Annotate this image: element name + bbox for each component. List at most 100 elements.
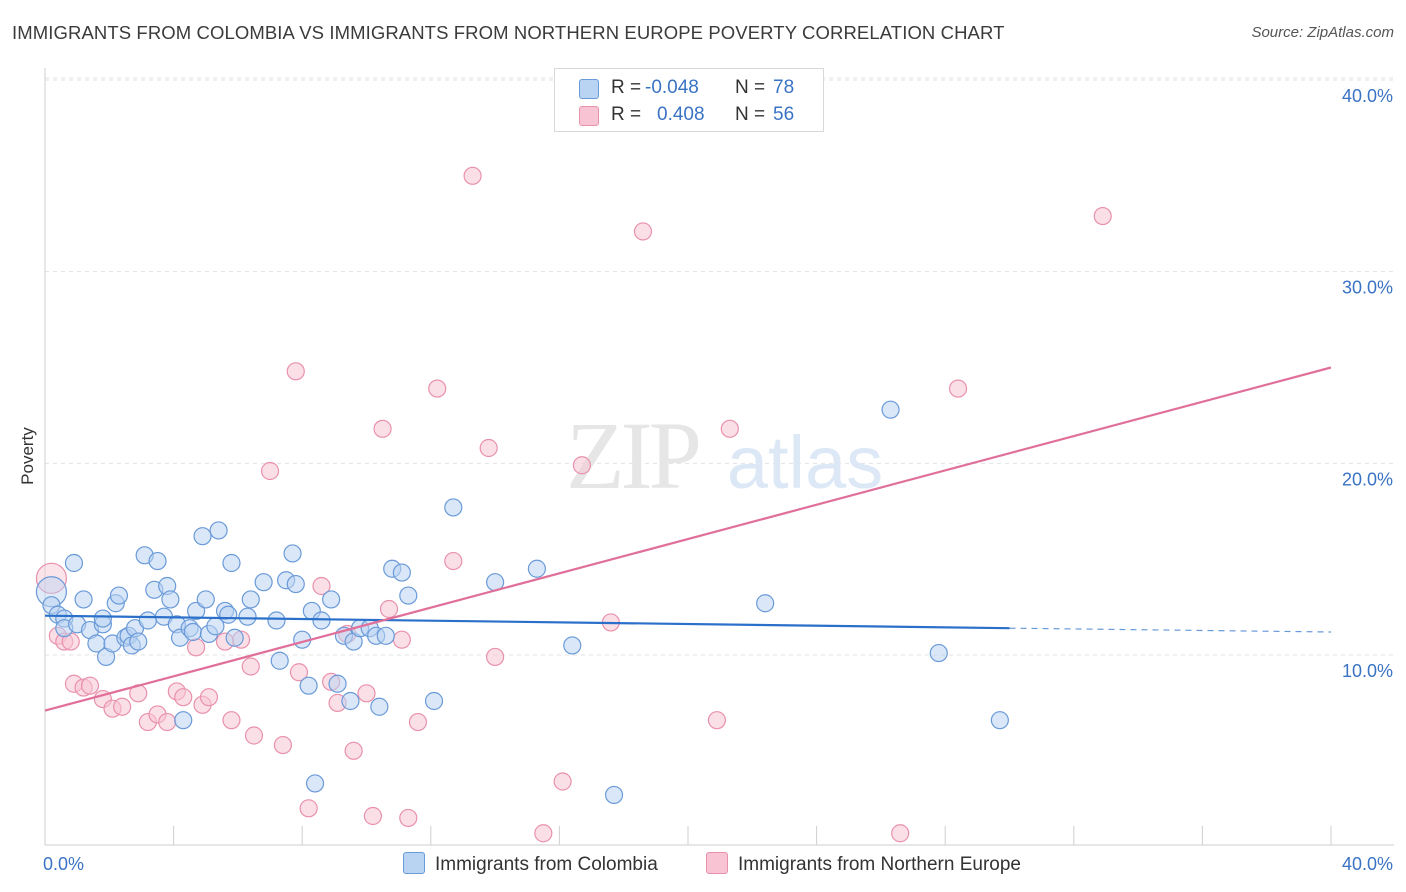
bottom-legend-northern-europe: Immigrants from Northern Europe — [706, 852, 1021, 876]
data-point — [196, 590, 215, 609]
data-point — [428, 379, 447, 398]
data-point — [267, 611, 286, 630]
data-point — [328, 674, 347, 693]
data-point — [572, 456, 592, 475]
data-point — [756, 594, 775, 613]
y-tick-label: 30.0% — [1342, 278, 1393, 298]
data-point — [891, 824, 910, 843]
data-point — [254, 573, 273, 592]
correlation-legend: R = -0.048 N = 78 R = 0.408 N = 56 — [554, 68, 824, 132]
data-point — [322, 590, 341, 609]
data-point — [289, 663, 309, 682]
data-point — [444, 498, 463, 517]
data-point — [563, 636, 582, 655]
data-point — [199, 688, 219, 707]
data-point — [527, 559, 546, 578]
legend-r-label: R = — [611, 77, 642, 98]
data-point — [238, 607, 257, 626]
data-point — [341, 691, 360, 711]
data-point — [305, 774, 325, 793]
data-point — [633, 222, 653, 241]
x-tick-labels: 0.0% 40.0% — [43, 854, 1393, 874]
data-point — [344, 741, 363, 760]
data-point — [187, 638, 206, 657]
y-tick-label: 40.0% — [1342, 86, 1393, 106]
data-point — [299, 676, 318, 695]
bottom-legend-swatch-northern-europe — [706, 852, 728, 874]
data-point — [183, 622, 202, 642]
data-point — [64, 553, 84, 573]
data-point — [424, 691, 444, 711]
legend-n-value: 78 — [773, 77, 795, 98]
legend-row-colombia: R = -0.048 N = 78 — [555, 75, 823, 101]
y-tick-labels: 10.0% 20.0% 30.0% 40.0% — [1342, 86, 1393, 681]
bottom-legend-label-colombia: Immigrants from Colombia — [435, 854, 658, 875]
data-point — [357, 684, 376, 703]
data-point — [138, 611, 157, 630]
data-point — [553, 772, 572, 791]
data-point — [241, 657, 260, 676]
data-point — [479, 438, 498, 458]
data-point — [392, 563, 411, 582]
data-point — [222, 553, 241, 573]
series-colombia-points — [35, 400, 1009, 805]
legend-r-value: -0.048 — [645, 77, 699, 98]
data-point — [241, 590, 260, 609]
data-point — [113, 697, 132, 716]
data-point — [604, 785, 624, 805]
data-point — [463, 166, 482, 185]
data-point — [376, 626, 395, 645]
data-point — [392, 630, 411, 649]
data-point — [408, 712, 428, 732]
axes — [44, 68, 1394, 846]
bottom-legend-colombia: Immigrants from Colombia — [403, 852, 658, 876]
data-point — [283, 544, 302, 563]
legend-r-value: 0.408 — [657, 104, 705, 125]
data-point — [444, 551, 463, 571]
data-point — [720, 419, 739, 438]
data-point — [270, 651, 289, 670]
data-point — [881, 400, 900, 419]
data-point — [299, 799, 318, 818]
data-point — [379, 599, 399, 619]
data-point — [109, 586, 129, 605]
x-tick-label-min: 0.0% — [43, 854, 84, 874]
y-tick-label: 10.0% — [1342, 661, 1393, 681]
data-point — [363, 806, 383, 826]
data-point — [534, 824, 553, 843]
y-axis-label: Poverty — [18, 427, 37, 485]
data-point — [219, 605, 238, 624]
legend-n-value: 56 — [773, 104, 795, 125]
data-point — [707, 711, 727, 730]
watermark: ZIP atlas — [566, 402, 883, 509]
data-point — [370, 697, 389, 716]
watermark-atlas: atlas — [727, 421, 883, 504]
legend-swatch-northern-europe — [579, 106, 599, 126]
trend-line-northern-europe — [44, 366, 1332, 712]
data-point — [244, 726, 264, 745]
data-point — [222, 711, 241, 730]
data-point — [174, 688, 193, 707]
trend-line-colombia-extension — [1009, 627, 1332, 633]
data-point — [193, 527, 212, 546]
trend-line-colombia — [44, 614, 1010, 630]
data-point — [209, 521, 228, 540]
data-point — [399, 808, 418, 828]
data-point — [399, 586, 418, 605]
watermark-zip: ZIP — [566, 402, 699, 509]
data-point — [158, 712, 177, 732]
data-point — [948, 379, 968, 398]
data-point — [80, 676, 100, 695]
data-point — [929, 643, 948, 663]
x-tick-label-max: 40.0% — [1342, 854, 1393, 874]
trend-lines — [44, 366, 1332, 712]
data-point — [286, 362, 305, 381]
data-point — [1093, 206, 1112, 226]
source-label: Source: ZipAtlas.com — [1251, 24, 1394, 41]
data-point — [990, 711, 1009, 730]
grid — [45, 77, 1394, 656]
legend-swatch-colombia — [579, 79, 599, 99]
data-point — [486, 647, 505, 667]
data-point — [373, 419, 392, 438]
data-point — [174, 711, 193, 730]
